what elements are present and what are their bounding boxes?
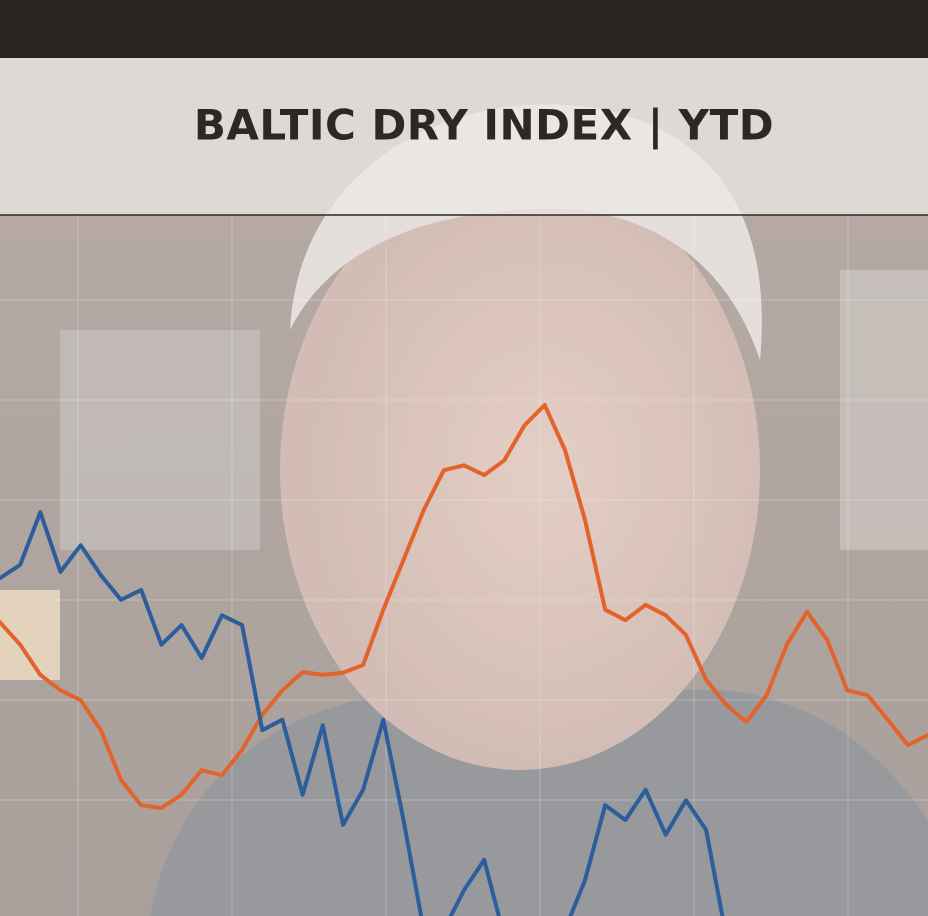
series-line [0, 403, 928, 810]
series-line [0, 510, 725, 916]
grid [0, 215, 928, 916]
chart-title: BALTIC DRY INDEX | YTD [194, 101, 774, 150]
top-bar [0, 0, 928, 58]
title-band [0, 58, 928, 215]
